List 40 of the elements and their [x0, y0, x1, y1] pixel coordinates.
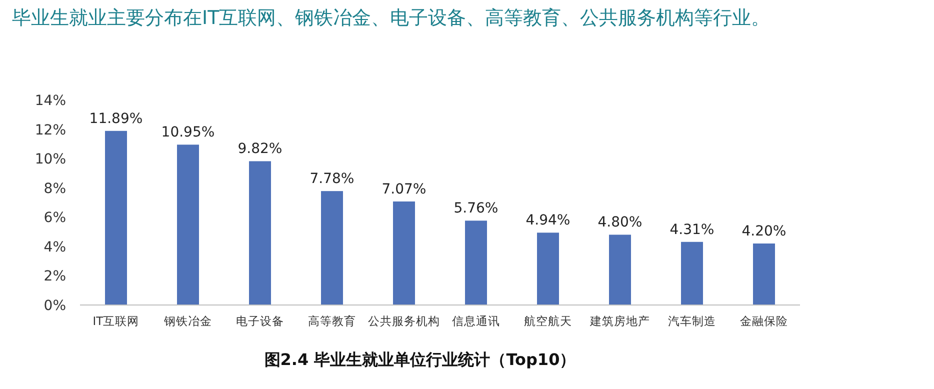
bar [393, 201, 415, 305]
bar [753, 244, 775, 305]
data-label: 10.95% [161, 124, 215, 141]
y-tick-label: 4% [44, 239, 66, 256]
bar [609, 234, 631, 305]
bar [249, 161, 271, 305]
y-tick-label: 2% [44, 268, 66, 285]
bar [321, 191, 343, 305]
data-label: 4.94% [526, 212, 570, 229]
bar [177, 144, 199, 305]
data-label: 4.20% [742, 224, 786, 240]
bar [105, 130, 127, 305]
x-tick-label: 信息通讯 [452, 314, 500, 328]
x-tick-label: 汽车制造 [668, 314, 716, 328]
bar [681, 242, 703, 305]
x-tick-label: 公共服务机构 [368, 314, 440, 328]
bar [537, 232, 559, 305]
caption: 图2.4 毕业生就业单位行业统计（Top10） [264, 350, 576, 369]
data-label: 9.82% [238, 141, 282, 158]
data-label: 4.80% [598, 214, 642, 231]
x-tick-label: 高等教育 [308, 314, 356, 328]
x-tick-label: 建筑房地产 [589, 314, 650, 328]
data-label: 11.89% [89, 110, 143, 127]
y-tick-label: 14% [34, 93, 66, 109]
bar [465, 220, 487, 305]
x-tick-label: 钢铁冶金 [163, 314, 212, 328]
x-tick-label: 电子设备 [236, 314, 284, 328]
data-label: 7.07% [382, 181, 426, 198]
y-tick-label: 12% [34, 122, 66, 138]
x-tick-label: IT互联网 [92, 314, 140, 328]
chart-title: 毕业生就业主要分布在IT互联网、钢铁冶金、电子设备、高等教育、公共服务机构等行业。 [12, 7, 770, 29]
y-tick-label: 10% [34, 152, 66, 168]
y-tick-label: 8% [44, 180, 66, 197]
data-label: 7.78% [310, 171, 354, 188]
data-label: 4.31% [670, 222, 714, 238]
y-tick-label: 6% [44, 210, 66, 226]
x-tick-label: 航空航天 [524, 314, 572, 328]
x-tick-label: 金融保险 [740, 314, 788, 328]
y-tick-label: 0% [44, 298, 66, 314]
data-label: 5.76% [454, 200, 498, 217]
